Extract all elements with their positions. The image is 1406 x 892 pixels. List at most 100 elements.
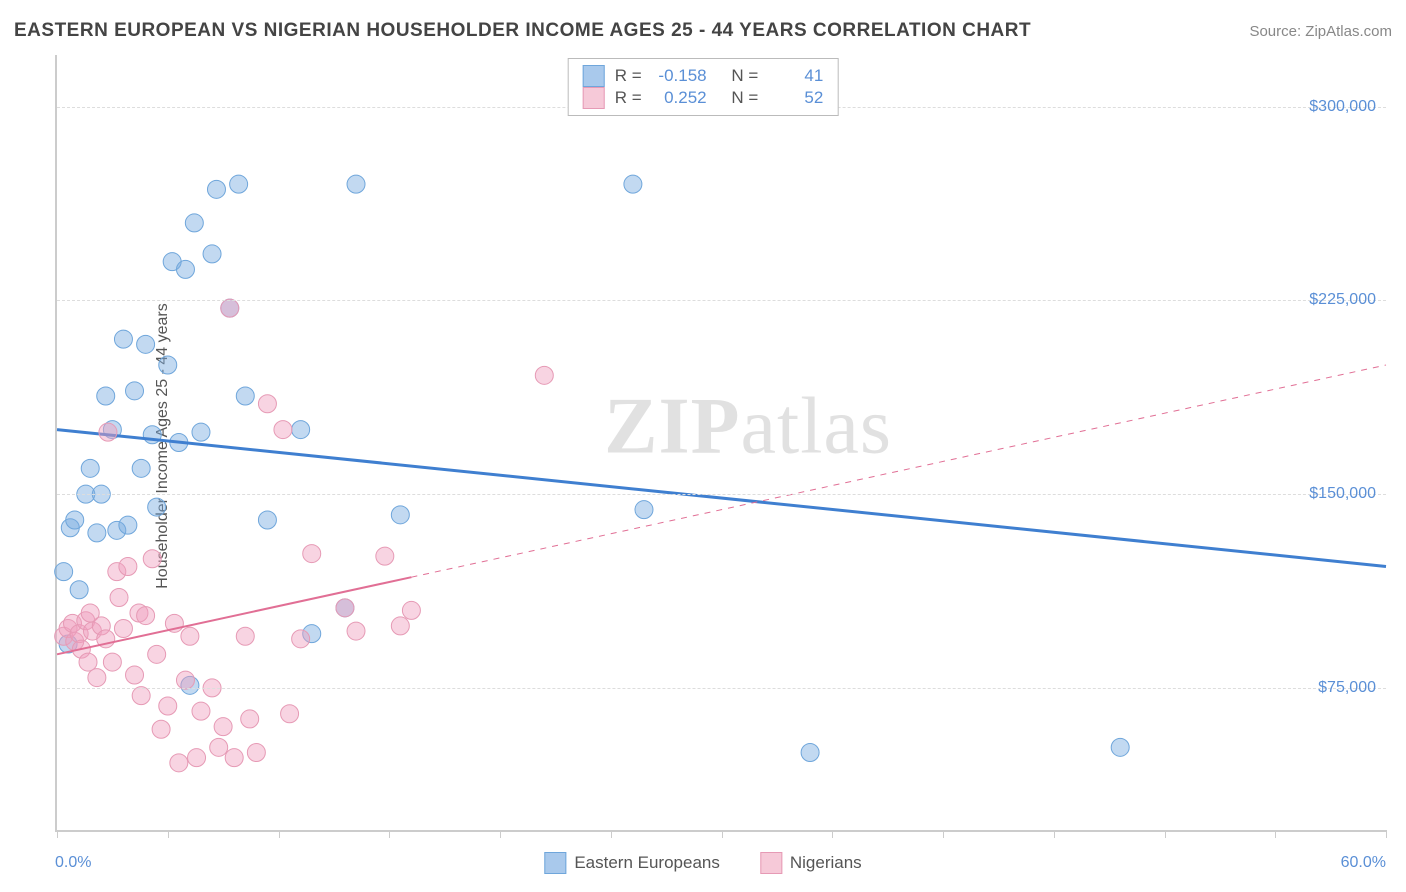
data-point — [119, 516, 137, 534]
data-point — [55, 563, 73, 581]
data-point — [97, 387, 115, 405]
n-label: N = — [731, 66, 758, 86]
grid-line — [57, 300, 1386, 301]
data-point — [66, 511, 84, 529]
x-tick — [168, 830, 169, 838]
legend-label-1: Nigerians — [790, 853, 862, 873]
grid-line — [57, 688, 1386, 689]
data-point — [103, 653, 121, 671]
data-point — [274, 421, 292, 439]
data-point — [88, 524, 106, 542]
data-point — [192, 702, 210, 720]
data-point — [159, 697, 177, 715]
data-point — [535, 366, 553, 384]
data-point — [225, 749, 243, 767]
data-point — [110, 589, 128, 607]
y-tick-label: $150,000 — [1309, 485, 1376, 503]
r-label: R = — [615, 88, 642, 108]
regression-line-dashed — [411, 365, 1386, 577]
correlation-stat-box: R = -0.158 N = 41 R = 0.252 N = 52 — [568, 58, 839, 116]
legend-label-0: Eastern Europeans — [574, 853, 720, 873]
legend-item-1: Nigerians — [760, 852, 862, 874]
data-point — [210, 738, 228, 756]
data-point — [148, 645, 166, 663]
data-point — [347, 175, 365, 193]
data-point — [207, 180, 225, 198]
data-point — [292, 630, 310, 648]
data-point — [152, 720, 170, 738]
chart-plot-area: ZIPatlas $75,000$150,000$225,000$300,000 — [55, 55, 1386, 832]
data-point — [181, 627, 199, 645]
x-tick — [722, 830, 723, 838]
x-tick — [279, 830, 280, 838]
data-point — [119, 558, 137, 576]
x-axis-max-label: 60.0% — [1341, 854, 1386, 872]
series-legend: Eastern Europeans Nigerians — [544, 852, 861, 874]
data-point — [81, 459, 99, 477]
data-point — [114, 330, 132, 348]
data-point — [70, 581, 88, 599]
data-point — [99, 423, 117, 441]
y-tick-label: $75,000 — [1318, 679, 1376, 697]
r-label: R = — [615, 66, 642, 86]
n-value-0: 41 — [768, 66, 823, 86]
data-point — [114, 620, 132, 638]
grid-line — [57, 494, 1386, 495]
data-point — [188, 749, 206, 767]
x-tick — [943, 830, 944, 838]
plot-svg — [57, 55, 1386, 830]
data-point — [236, 387, 254, 405]
y-tick-label: $225,000 — [1309, 291, 1376, 309]
legend-swatch-1 — [760, 852, 782, 874]
data-point — [148, 498, 166, 516]
data-point — [192, 423, 210, 441]
chart-header: EASTERN EUROPEAN VS NIGERIAN HOUSEHOLDER… — [14, 20, 1392, 42]
data-point — [221, 299, 239, 317]
data-point — [624, 175, 642, 193]
r-value-0: -0.158 — [652, 66, 707, 86]
n-value-1: 52 — [768, 88, 823, 108]
data-point — [159, 356, 177, 374]
x-tick — [1165, 830, 1166, 838]
stat-row-series-0: R = -0.158 N = 41 — [583, 65, 824, 87]
data-point — [203, 245, 221, 263]
data-point — [185, 214, 203, 232]
data-point — [137, 607, 155, 625]
x-tick — [611, 830, 612, 838]
data-point — [635, 501, 653, 519]
data-point — [258, 395, 276, 413]
stat-swatch-0 — [583, 65, 605, 87]
data-point — [236, 627, 254, 645]
data-point — [88, 669, 106, 687]
data-point — [132, 687, 150, 705]
data-point — [258, 511, 276, 529]
x-tick — [1054, 830, 1055, 838]
data-point — [126, 382, 144, 400]
data-point — [281, 705, 299, 723]
data-point — [170, 754, 188, 772]
chart-source: Source: ZipAtlas.com — [1249, 23, 1392, 40]
data-point — [347, 622, 365, 640]
data-point — [1111, 738, 1129, 756]
legend-item-0: Eastern Europeans — [544, 852, 720, 874]
regression-line-solid — [57, 430, 1386, 567]
data-point — [176, 260, 194, 278]
data-point — [214, 718, 232, 736]
data-point — [137, 335, 155, 353]
x-tick — [832, 830, 833, 838]
legend-swatch-0 — [544, 852, 566, 874]
data-point — [132, 459, 150, 477]
data-point — [376, 547, 394, 565]
x-tick — [57, 830, 58, 838]
data-point — [176, 671, 194, 689]
x-tick — [1386, 830, 1387, 838]
data-point — [230, 175, 248, 193]
data-point — [143, 550, 161, 568]
y-tick-label: $300,000 — [1309, 98, 1376, 116]
data-point — [79, 653, 97, 671]
x-tick — [389, 830, 390, 838]
stat-row-series-1: R = 0.252 N = 52 — [583, 87, 824, 109]
chart-title: EASTERN EUROPEAN VS NIGERIAN HOUSEHOLDER… — [14, 20, 1031, 42]
data-point — [292, 421, 310, 439]
regression-line-solid — [57, 577, 411, 654]
